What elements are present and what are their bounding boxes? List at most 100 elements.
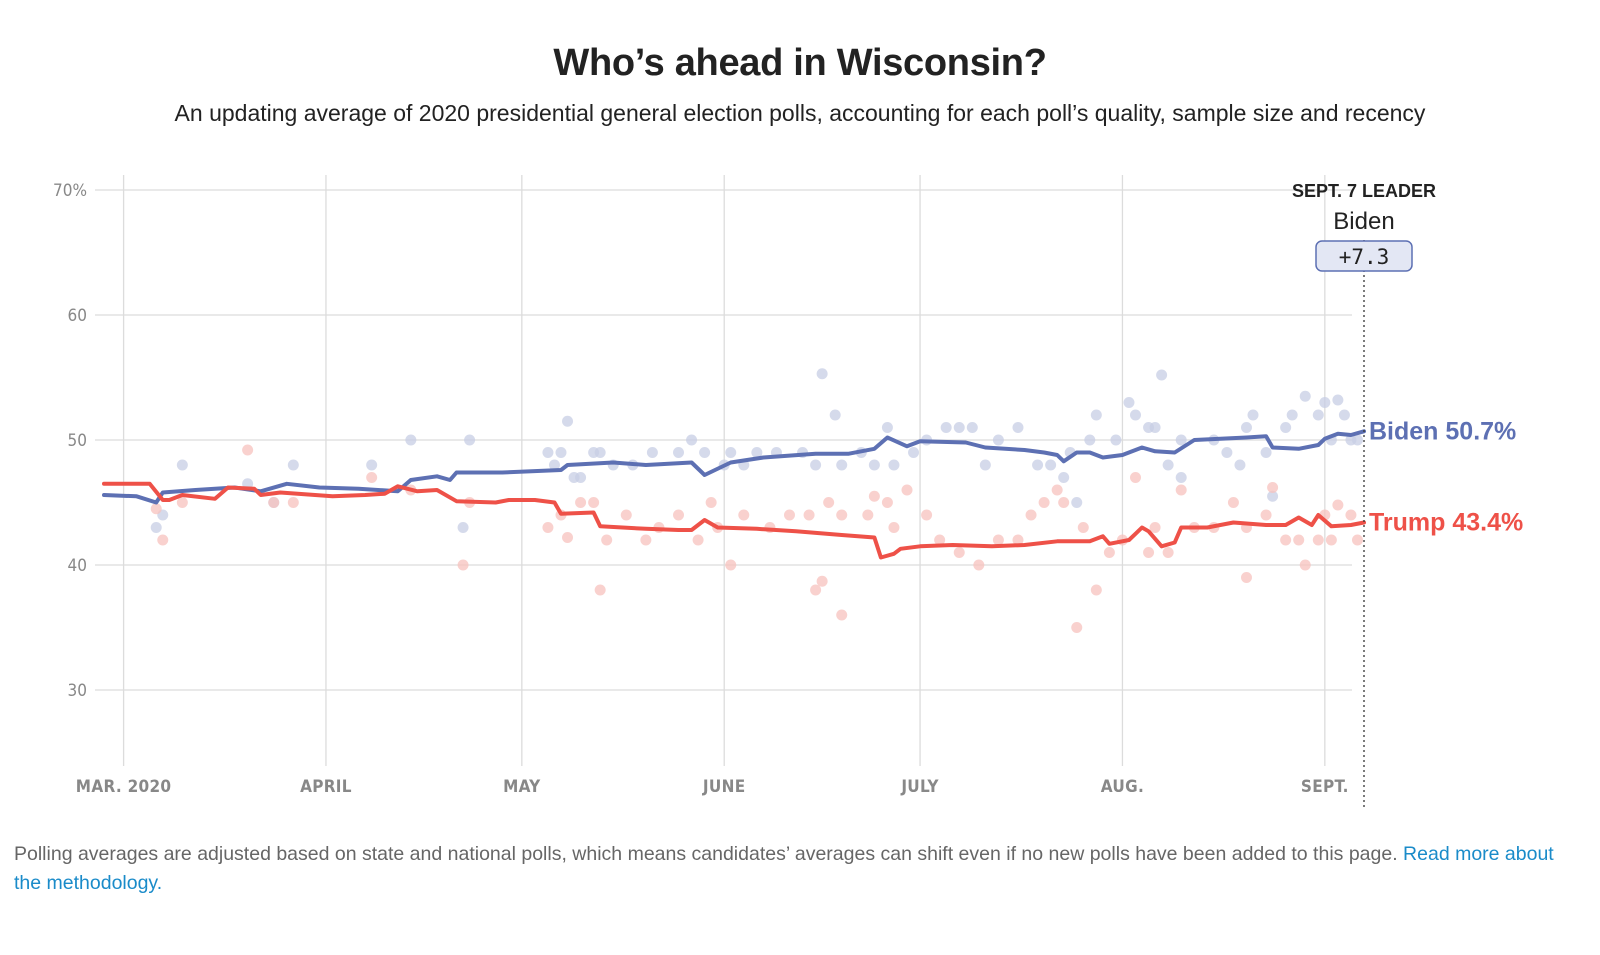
y-axis-ticks: 70% 60 50 40 30 xyxy=(53,181,87,701)
trump-poll-dot xyxy=(1077,522,1089,533)
trump-poll-dot xyxy=(816,575,828,587)
trump-poll-dot xyxy=(921,509,933,521)
poll-dots xyxy=(150,368,1363,633)
trump-poll-dot xyxy=(562,532,574,543)
chart-title: Who’s ahead in Wisconsin? xyxy=(553,42,1047,84)
biden-poll-dot xyxy=(816,368,828,380)
biden-poll-dot xyxy=(1299,390,1311,402)
trump-poll-dot xyxy=(738,509,750,521)
trump-poll-dot xyxy=(176,497,188,508)
trump-poll-dot xyxy=(1025,509,1037,521)
biden-poll-dot xyxy=(1175,472,1187,483)
trump-poll-dot xyxy=(1103,547,1115,558)
biden-poll-dot xyxy=(405,434,417,446)
y-gridlines xyxy=(95,189,1352,691)
trump-poll-dot xyxy=(287,497,299,508)
biden-poll-dot xyxy=(1312,409,1324,421)
biden-poll-dot xyxy=(810,459,822,471)
trump-poll-dot xyxy=(1227,497,1239,508)
biden-poll-dot xyxy=(1286,409,1298,421)
trump-poll-dot xyxy=(725,559,737,571)
trump-poll-dot xyxy=(934,534,946,546)
trump-poll-dot xyxy=(673,509,685,521)
trump-poll-dot xyxy=(1149,522,1161,533)
biden-poll-dot xyxy=(966,422,978,433)
trump-poll-dot xyxy=(157,534,169,546)
biden-poll-dot xyxy=(1351,434,1363,446)
leader-margin: +7.3 xyxy=(1339,245,1390,269)
trump-poll-dot xyxy=(150,503,162,515)
biden-poll-dot xyxy=(1012,422,1024,433)
footnote-text: Polling averages are adjusted based on s… xyxy=(14,843,1398,865)
biden-poll-dot xyxy=(1162,459,1174,471)
biden-poll-dot xyxy=(1045,459,1057,471)
x-tick-label: MAY xyxy=(503,777,541,797)
trump-poll-dot xyxy=(973,559,985,571)
y-tick-label: 40 xyxy=(68,556,87,576)
biden-poll-dot xyxy=(940,422,952,433)
trump-poll-dot xyxy=(242,444,254,456)
trump-poll-dot xyxy=(640,534,652,546)
trump-poll-dot xyxy=(1175,484,1187,496)
trump-poll-dot xyxy=(836,509,848,521)
biden-poll-dot xyxy=(1058,472,1070,483)
trump-poll-dot xyxy=(881,497,893,508)
trump-poll-dot xyxy=(1012,534,1024,546)
biden-poll-dot xyxy=(150,522,162,533)
biden-poll-dot xyxy=(575,472,587,483)
biden-poll-dot xyxy=(979,459,991,471)
biden-poll-dot xyxy=(594,447,606,458)
y-tick-label: 70% xyxy=(53,181,87,201)
trump-poll-dot xyxy=(705,497,717,508)
biden-poll-dot xyxy=(686,434,698,446)
polling-average-chart: 70% 60 50 40 30 MAR. 2020 APRIL MAY JUNE JULY AUG… xyxy=(53,175,1523,808)
leader-heading: SEPT. 7 LEADER xyxy=(1292,181,1436,201)
biden-poll-dot xyxy=(1090,409,1102,421)
trump-poll-dot xyxy=(888,522,900,533)
biden-poll-dot xyxy=(1175,434,1187,446)
methodology-link[interactable]: Read more about the methodology. xyxy=(14,843,1554,894)
trump-poll-dot xyxy=(901,484,913,496)
biden-poll-dot xyxy=(908,447,920,458)
x-axis-ticks: MAR. 2020 APRIL MAY JUNE JULY AUG. SEPT. xyxy=(76,777,1349,797)
biden-poll-dot xyxy=(562,415,574,427)
trump-average-line xyxy=(102,481,1366,560)
biden-poll-dot xyxy=(548,459,560,471)
trump-poll-dot xyxy=(1332,499,1344,511)
y-tick-label: 30 xyxy=(68,681,87,701)
trump-poll-dot xyxy=(823,497,835,508)
biden-poll-dot xyxy=(673,447,685,458)
trump-poll-dot xyxy=(366,472,378,483)
trump-poll-dot xyxy=(810,584,822,596)
biden-poll-dot xyxy=(1260,447,1272,458)
trump-poll-dot xyxy=(783,509,795,521)
biden-poll-dot xyxy=(1338,409,1350,421)
biden-poll-dot xyxy=(464,434,476,446)
trump-poll-dot xyxy=(1090,584,1102,596)
biden-poll-dot xyxy=(1247,409,1259,421)
biden-poll-dot xyxy=(1084,434,1096,446)
trump-poll-dot xyxy=(588,497,600,508)
biden-poll-dot xyxy=(992,434,1004,446)
x-tick-label: AUG. xyxy=(1101,777,1144,797)
biden-poll-dot xyxy=(1267,490,1279,502)
trump-poll-dot xyxy=(457,559,469,571)
trump-poll-dot xyxy=(268,497,280,508)
trump-poll-dot xyxy=(575,497,587,508)
biden-poll-dot xyxy=(366,459,378,471)
chart-subtitle: An updating average of 2020 presidential… xyxy=(174,100,1426,126)
leader-margin-box xyxy=(1315,240,1413,272)
trump-poll-dot xyxy=(868,490,880,502)
trump-poll-dot xyxy=(1260,509,1272,521)
trump-poll-dot xyxy=(594,584,606,596)
trump-poll-dot xyxy=(1240,572,1252,583)
trump-poll-dot xyxy=(1051,484,1063,496)
biden-poll-dot xyxy=(1123,397,1135,408)
trump-poll-dot xyxy=(1071,622,1083,633)
x-tick-label: JUNE xyxy=(702,777,746,797)
biden-poll-dot xyxy=(1240,422,1252,433)
trump-poll-dot xyxy=(1299,559,1311,571)
trump-poll-dot xyxy=(692,534,704,546)
x-tick-label: JULY xyxy=(900,777,939,797)
biden-end-label: Biden 50.7% xyxy=(1369,417,1516,445)
